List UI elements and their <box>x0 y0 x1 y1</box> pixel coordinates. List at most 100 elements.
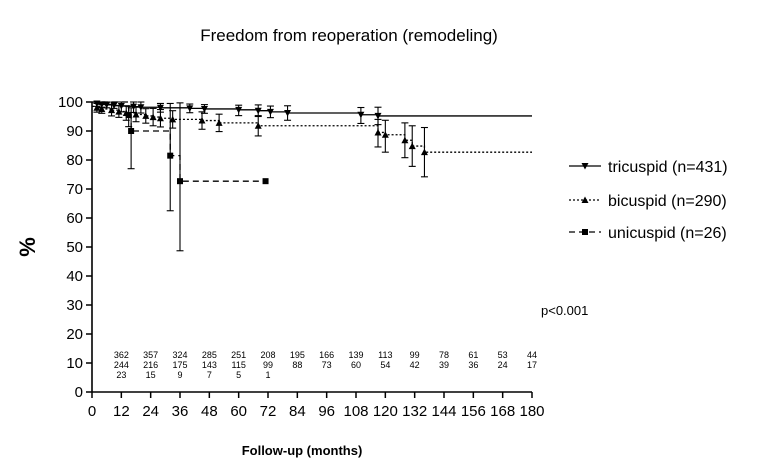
data-point <box>108 106 116 114</box>
x-tick-label: 132 <box>402 403 427 420</box>
data-point <box>198 117 206 124</box>
risk-table-cell: 324 <box>172 350 187 360</box>
data-point <box>156 104 164 112</box>
legend: tricuspid (n=431) bicuspid (n=290) unicusp… <box>569 159 728 242</box>
x-tick-label: 36 <box>172 403 189 420</box>
data-point <box>115 108 123 115</box>
y-tick-label: 70 <box>66 181 83 198</box>
risk-table-cell: 115 <box>231 360 245 370</box>
data-point <box>374 112 382 120</box>
data-point <box>137 104 145 111</box>
risk-table-cell: 166 <box>319 350 334 360</box>
risk-table-cell: 88 <box>292 360 302 370</box>
risk-table-cell: 175 <box>172 360 187 370</box>
risk-table-cell: 9 <box>177 370 182 380</box>
y-tick-label: 20 <box>66 326 83 343</box>
x-axis-label: Follow-up (months) <box>242 443 363 458</box>
risk-table-cell: 39 <box>439 360 449 370</box>
series-layer <box>92 100 532 252</box>
data-point <box>235 106 243 114</box>
risk-table-cell: 17 <box>527 360 537 370</box>
legend-label: tricuspid (n=431) <box>608 159 728 176</box>
x-tick-label: 168 <box>490 403 515 420</box>
risk-table-cell: 99 <box>263 360 273 370</box>
y-tick-label: 10 <box>66 355 83 372</box>
risk-table-cell: 73 <box>322 360 332 370</box>
data-point <box>98 105 106 112</box>
risk-table-cell: 54 <box>380 360 390 370</box>
risk-table-cell: 7 <box>207 370 212 380</box>
data-point <box>200 105 208 113</box>
x-tick-label: 72 <box>260 403 277 420</box>
x-tick-label: 156 <box>461 403 486 420</box>
risk-table-cell: 36 <box>468 360 478 370</box>
y-tick-label: 50 <box>66 239 83 256</box>
risk-table-cell: 42 <box>410 360 420 370</box>
data-point <box>167 152 174 159</box>
x-tick-label: 108 <box>343 403 368 420</box>
risk-table-cell: 60 <box>351 360 361 370</box>
risk-table-cell: 23 <box>116 370 126 380</box>
x-tick-label: 180 <box>519 403 544 420</box>
y-tick-label: 100 <box>58 94 83 111</box>
data-point <box>420 148 428 156</box>
data-point <box>381 131 389 138</box>
data-point <box>132 110 140 118</box>
y-tick-label: 30 <box>66 297 83 314</box>
x-tick-label: 144 <box>431 403 456 420</box>
x-tick-label: 12 <box>113 403 130 420</box>
x-tick-label: 24 <box>142 403 159 420</box>
x-tick-label: 120 <box>373 403 398 420</box>
data-point <box>128 128 135 134</box>
data-point <box>357 111 365 119</box>
data-point <box>374 128 382 136</box>
risk-table-cell: 53 <box>498 350 508 360</box>
risk-table-cell: 362 <box>114 350 129 360</box>
risk-table-cell: 61 <box>468 350 478 360</box>
risk-table-cell: 139 <box>348 350 363 360</box>
x-tick-label: 48 <box>201 403 218 420</box>
data-point <box>284 110 292 117</box>
data-point <box>169 115 177 123</box>
data-point <box>401 136 409 144</box>
risk-table-cell: 251 <box>231 350 246 360</box>
data-point <box>93 104 101 111</box>
legend-label: unicuspid (n=26) <box>608 225 727 242</box>
x-tick-label: 84 <box>289 403 306 420</box>
risk-table-cell: 143 <box>202 360 217 370</box>
y-tick-label: 90 <box>66 123 83 140</box>
risk-table-cell: 113 <box>378 350 392 360</box>
risk-table-cell: 195 <box>290 350 305 360</box>
data-point <box>177 178 183 185</box>
data-point <box>266 108 274 116</box>
legend-marker <box>581 196 589 203</box>
risk-table-cell: 208 <box>260 350 275 360</box>
x-tick-label: 0 <box>88 403 96 420</box>
risk-table-cell: 1 <box>265 370 270 380</box>
legend-marker <box>581 163 589 170</box>
risk-table-cell: 15 <box>146 370 156 380</box>
data-point <box>156 114 164 122</box>
risk-table-cell: 244 <box>114 360 129 370</box>
risk-table: 362 357 324 285 251 208 195 166 139 113 99 78 61 53 44… <box>114 350 537 380</box>
series-2 <box>92 101 269 252</box>
data-point <box>142 112 150 119</box>
risk-table-cell: 78 <box>439 350 449 360</box>
risk-table-cell: 99 <box>410 350 420 360</box>
data-point <box>262 178 269 185</box>
risk-table-cell: 216 <box>143 360 158 370</box>
risk-table-cell: 5 <box>236 370 241 380</box>
chart-title: Freedom from reoperation (remodeling) <box>200 26 498 45</box>
risk-table-cell: 285 <box>202 350 217 360</box>
x-tick-label: 96 <box>318 403 335 420</box>
p-value-annotation: p<0.001 <box>541 303 588 318</box>
legend-label: bicuspid (n=290) <box>608 193 727 210</box>
data-point <box>186 105 194 112</box>
data-point <box>254 122 262 129</box>
y-tick-label: 60 <box>66 210 83 227</box>
data-point <box>103 101 111 109</box>
data-point <box>125 112 132 119</box>
risk-table-cell: 357 <box>143 350 158 360</box>
